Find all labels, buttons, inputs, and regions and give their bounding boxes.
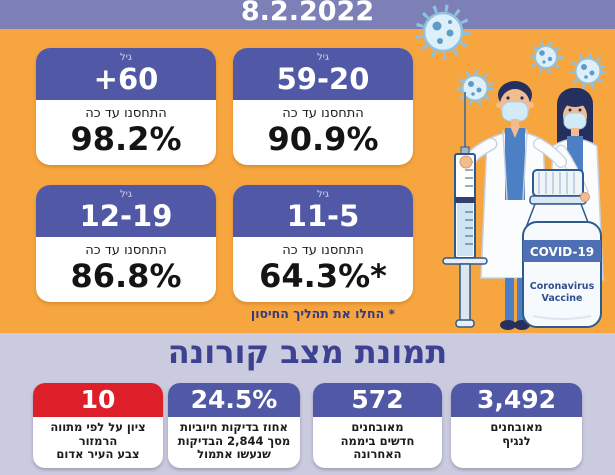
medic-hand [580, 192, 590, 202]
age-label: גיל [119, 52, 133, 63]
stat-description: מאובחנים חדשים ביממה האחרונה [313, 417, 442, 462]
date-bar: 8.2.2022 [0, 0, 615, 29]
age-range: +60 [93, 62, 159, 96]
stat-line: מסך 2,844 הבדיקות [177, 433, 291, 448]
medic-hand [459, 155, 473, 169]
stat-description: מאובחנים לנגיף [451, 417, 582, 448]
vial-subtitle-line2: Vaccine [542, 293, 583, 304]
age-label: גיל [119, 189, 133, 200]
stat-line: מאובחנים [351, 420, 404, 434]
age-card-header: גיל 59-20 [233, 48, 413, 100]
vaccinated-percent: 64.3%* [259, 257, 387, 295]
vaccinated-caption: התחסנו עד כה [85, 106, 167, 121]
stat-description: ציון על לפי מתווה הרמזור צבע העיר אדום [33, 417, 163, 462]
age-group-card-12-19: גיל 12-19 התחסנו עד כה 86.8% [36, 185, 216, 302]
age-range: 12-19 [79, 199, 173, 233]
age-group-card-60plus: גיל +60 התחסנו עד כה 98.2% [36, 48, 216, 165]
vaccinated-caption: התחסנו עד כה [282, 243, 364, 258]
stat-card-positive-test-rate: 24.5% אחוז בדיקות חיוביות מסך 2,844 הבדי… [168, 383, 300, 468]
stat-header: 3,492 [451, 383, 582, 417]
virus-icon [569, 52, 607, 90]
age-label: גיל [316, 189, 330, 200]
stat-card-traffic-light-score: 10 ציון על לפי מתווה הרמזור צבע העיר אדו… [33, 383, 163, 468]
age-card-body: התחסנו עד כה 98.2% [36, 106, 216, 158]
vial-subtitle-line1: Coronavirus [530, 281, 595, 292]
stat-line: שנעשו אתמול [197, 447, 271, 461]
age-card-header: גיל 12-19 [36, 185, 216, 237]
stat-card-active-cases: 3,492 מאובחנים לנגיף [451, 383, 582, 468]
vaccine-vial: COVID-19 Coronavirus Vaccine [522, 169, 602, 328]
medical-illustration: COVID-19 Coronavirus Vaccine [415, 4, 607, 330]
report-date: 8.2.2022 [240, 0, 375, 27]
stat-line: לנגיף [502, 433, 531, 448]
stat-line: האחרונה [353, 447, 402, 461]
stat-line: ציון על לפי מתווה [50, 420, 146, 434]
stat-header: 24.5% [168, 383, 300, 417]
stat-description: אחוז בדיקות חיוביות מסך 2,844 הבדיקות שנ… [168, 417, 300, 462]
vaccination-footnote: * החלו את תהליך החיסון [250, 306, 396, 321]
vial-label: COVID-19 [530, 245, 594, 259]
vaccinated-percent: 98.2% [70, 120, 182, 158]
age-card-header: גיל 11-5 [233, 185, 413, 237]
age-group-card-20-59: גיל 59-20 התחסנו עד כה 90.9% [233, 48, 413, 165]
stat-card-new-cases: 572 מאובחנים חדשים ביממה האחרונה [313, 383, 442, 468]
age-card-body: התחסנו עד כה 86.8% [36, 243, 216, 295]
stat-line: צבע העיר אדום [56, 447, 140, 461]
stat-line: אחוז בדיקות חיוביות [180, 420, 288, 434]
vaccinated-percent: 86.8% [70, 257, 182, 295]
vaccinated-caption: התחסנו עד כה [282, 106, 364, 121]
stat-value: 10 [80, 385, 116, 414]
stat-header: 572 [313, 383, 442, 417]
stat-header: 10 [33, 383, 163, 417]
stat-line: הרמזור [78, 433, 118, 448]
stat-value: 24.5% [190, 385, 278, 414]
stat-line: חדשים ביממה [340, 433, 415, 448]
age-group-card-5-11: גיל 11-5 התחסנו עד כה 64.3%* [233, 185, 413, 302]
age-card-header: גיל +60 [36, 48, 216, 100]
virus-icon [456, 69, 494, 107]
syringe-icon [442, 92, 488, 328]
virus-icon [529, 40, 563, 74]
age-card-body: התחסנו עד כה 64.3%* [233, 243, 413, 295]
vaccinated-percent: 90.9% [267, 120, 379, 158]
stat-value: 3,492 [476, 385, 557, 414]
age-range: 59-20 [276, 62, 370, 96]
stat-line: מאובחנים [490, 420, 543, 434]
virus-icon [415, 4, 471, 60]
age-card-body: התחסנו עד כה 90.9% [233, 106, 413, 158]
stat-value: 572 [351, 385, 404, 414]
age-range: 11-5 [286, 199, 360, 233]
vaccinated-caption: התחסנו עד כה [85, 243, 167, 258]
male-medic [461, 81, 567, 330]
section-title: תמונת מצב קורונה [167, 333, 448, 371]
age-label: גיל [316, 52, 330, 63]
status-section: תמונת מצב קורונה 10 ציון על לפי מתווה הר… [0, 333, 615, 475]
